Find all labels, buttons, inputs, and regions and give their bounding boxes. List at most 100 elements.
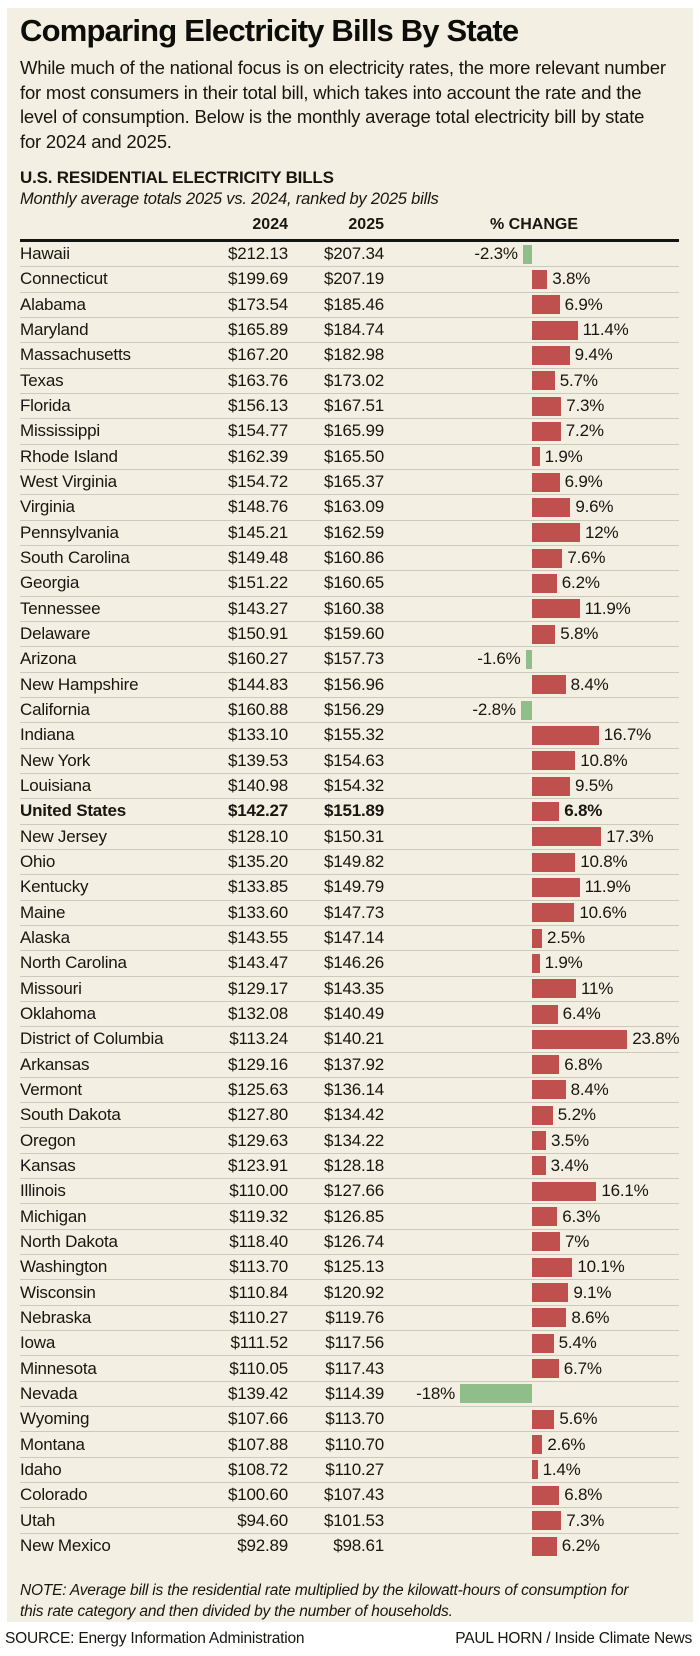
increase-bar (532, 776, 570, 796)
table-row: Idaho $108.72 $110.27 1.4% (20, 1458, 679, 1484)
pct-change-label: 1.4% (542, 1459, 581, 1479)
bill-2025-value: $143.35 (323, 978, 384, 998)
bill-2024-value: $110.00 (229, 1181, 288, 1201)
table-row: Ohio $135.20 $149.82 10.8% (20, 850, 679, 876)
table-row: Vermont $125.63 $136.14 8.4% (20, 1078, 679, 1104)
bill-2024-value: $125.63 (227, 1079, 288, 1099)
bill-2025-value: $154.32 (323, 776, 384, 796)
increase-bar (532, 472, 560, 492)
bill-2024-value: $128.10 (227, 826, 288, 846)
bill-2025-value: $149.82 (323, 852, 384, 872)
negative-bar-zone (384, 850, 532, 874)
bill-2024-value: $100.60 (227, 1485, 288, 1505)
increase-bar (532, 903, 575, 923)
bill-2025-value: $160.65 (323, 573, 384, 593)
bill-2025-value: $154.63 (323, 750, 384, 770)
table-row: United States $142.27 $151.89 6.8% (20, 799, 679, 825)
pct-change-cell: -1.6% (384, 647, 679, 671)
state-name: New Jersey (20, 826, 107, 846)
state-name: Hawaii (20, 244, 70, 264)
author-credit: PAUL HORN / Inside Climate News (455, 1630, 692, 1647)
increase-bar (532, 1257, 573, 1277)
increase-bar (532, 1333, 554, 1353)
negative-bar-zone (384, 343, 532, 367)
pct-change-cell: -2.8% (384, 698, 679, 722)
table-row: Alabama $173.54 $185.46 6.9% (20, 293, 679, 318)
table-row: Illinois $110.00 $127.66 16.1% (20, 1179, 679, 1205)
increase-bar (532, 1080, 566, 1100)
bill-2024-value: $212.13 (227, 244, 288, 264)
pct-change-cell: 23.8% (384, 1027, 680, 1051)
table-row: California $160.88 $156.29 -2.8% (20, 698, 679, 724)
increase-bar (532, 599, 580, 619)
column-header-row: 2024 2025 % CHANGE (20, 215, 679, 234)
pct-change-label: 5.8% (560, 624, 599, 644)
pct-change-label: 3.4% (550, 1155, 589, 1175)
bill-2024-value: $165.89 (227, 320, 288, 340)
pct-change-cell: 2.5% (384, 926, 679, 950)
table-row: Pennsylvania $145.21 $162.59 12% (20, 521, 679, 546)
negative-bar-zone (384, 318, 532, 342)
bill-2024-value: $143.55 (227, 928, 288, 948)
bill-2024-value: $129.63 (227, 1130, 288, 1150)
state-name: Texas (20, 370, 64, 390)
pct-change-cell: 10.8% (384, 749, 679, 773)
increase-bar (532, 1283, 569, 1303)
increase-bar (532, 877, 580, 897)
note-text: NOTE: Average bill is the residential ra… (20, 1582, 629, 1620)
bill-2025-value: $157.73 (323, 649, 384, 669)
state-name: New Hampshire (20, 674, 139, 694)
bill-2024-value: $107.88 (227, 1434, 288, 1454)
negative-bar-zone (384, 1255, 532, 1279)
state-name: Alaska (20, 928, 70, 948)
pct-change-label: 9.6% (575, 497, 614, 517)
negative-bar-zone (384, 926, 532, 950)
pct-change-cell: 6.3% (384, 1204, 679, 1228)
pct-change-label: 11.4% (582, 320, 629, 340)
bill-2025-value: $134.42 (323, 1105, 384, 1125)
negative-bar-zone (384, 597, 532, 621)
state-name: Colorado (20, 1485, 88, 1505)
increase-bar (532, 497, 571, 517)
increase-bar (532, 953, 540, 973)
decrease-bar (520, 700, 532, 720)
state-name: Iowa (20, 1333, 56, 1353)
negative-bar-zone (384, 293, 532, 317)
increase-bar (532, 751, 576, 771)
bill-2024-value: $143.47 (227, 953, 288, 973)
bill-2025-value: $146.26 (323, 953, 384, 973)
table-row: Arkansas $129.16 $137.92 6.8% (20, 1053, 679, 1078)
negative-bar-zone: -2.3% (384, 242, 532, 266)
page-title: Comparing Electricity Bills By State (20, 13, 519, 48)
bill-2025-value: $117.56 (325, 1333, 384, 1353)
negative-bar-zone (384, 723, 532, 747)
pct-change-label: 6.3% (562, 1206, 601, 1226)
negative-bar-zone (384, 394, 532, 418)
pct-change-cell: 1.9% (384, 951, 679, 975)
negative-bar-zone (384, 1356, 532, 1380)
increase-bar (532, 396, 562, 416)
increase-bar (532, 421, 561, 441)
bill-2024-value: $133.10 (227, 725, 288, 745)
table-row: North Dakota $118.40 $126.74 7% (20, 1230, 679, 1256)
pct-change-label: -2.8% (472, 700, 516, 720)
table-row: Florida $156.13 $167.51 7.3% (20, 394, 679, 420)
bill-2024-value: $199.69 (227, 269, 288, 289)
pct-change-label: 11.9% (584, 877, 631, 897)
state-name: Nebraska (20, 1307, 92, 1327)
bill-2025-value: $156.96 (323, 674, 384, 694)
bill-2025-value: $149.79 (323, 877, 384, 897)
table-row: Montana $107.88 $110.70 2.6% (20, 1432, 679, 1458)
state-name: Mississippi (20, 421, 100, 441)
pct-change-label: 2.6% (547, 1434, 586, 1454)
state-name: Massachusetts (20, 345, 131, 365)
negative-bar-zone (384, 571, 532, 595)
bill-2025-value: $165.99 (323, 421, 384, 441)
pct-change-label: -1.6% (477, 649, 521, 669)
increase-bar (532, 1156, 546, 1176)
bill-2024-value: $111.52 (230, 1333, 288, 1353)
bill-2024-value: $110.05 (229, 1358, 288, 1378)
negative-bar-zone (384, 799, 532, 823)
pct-change-cell: 7.2% (384, 419, 679, 443)
negative-bar-zone (384, 546, 532, 570)
